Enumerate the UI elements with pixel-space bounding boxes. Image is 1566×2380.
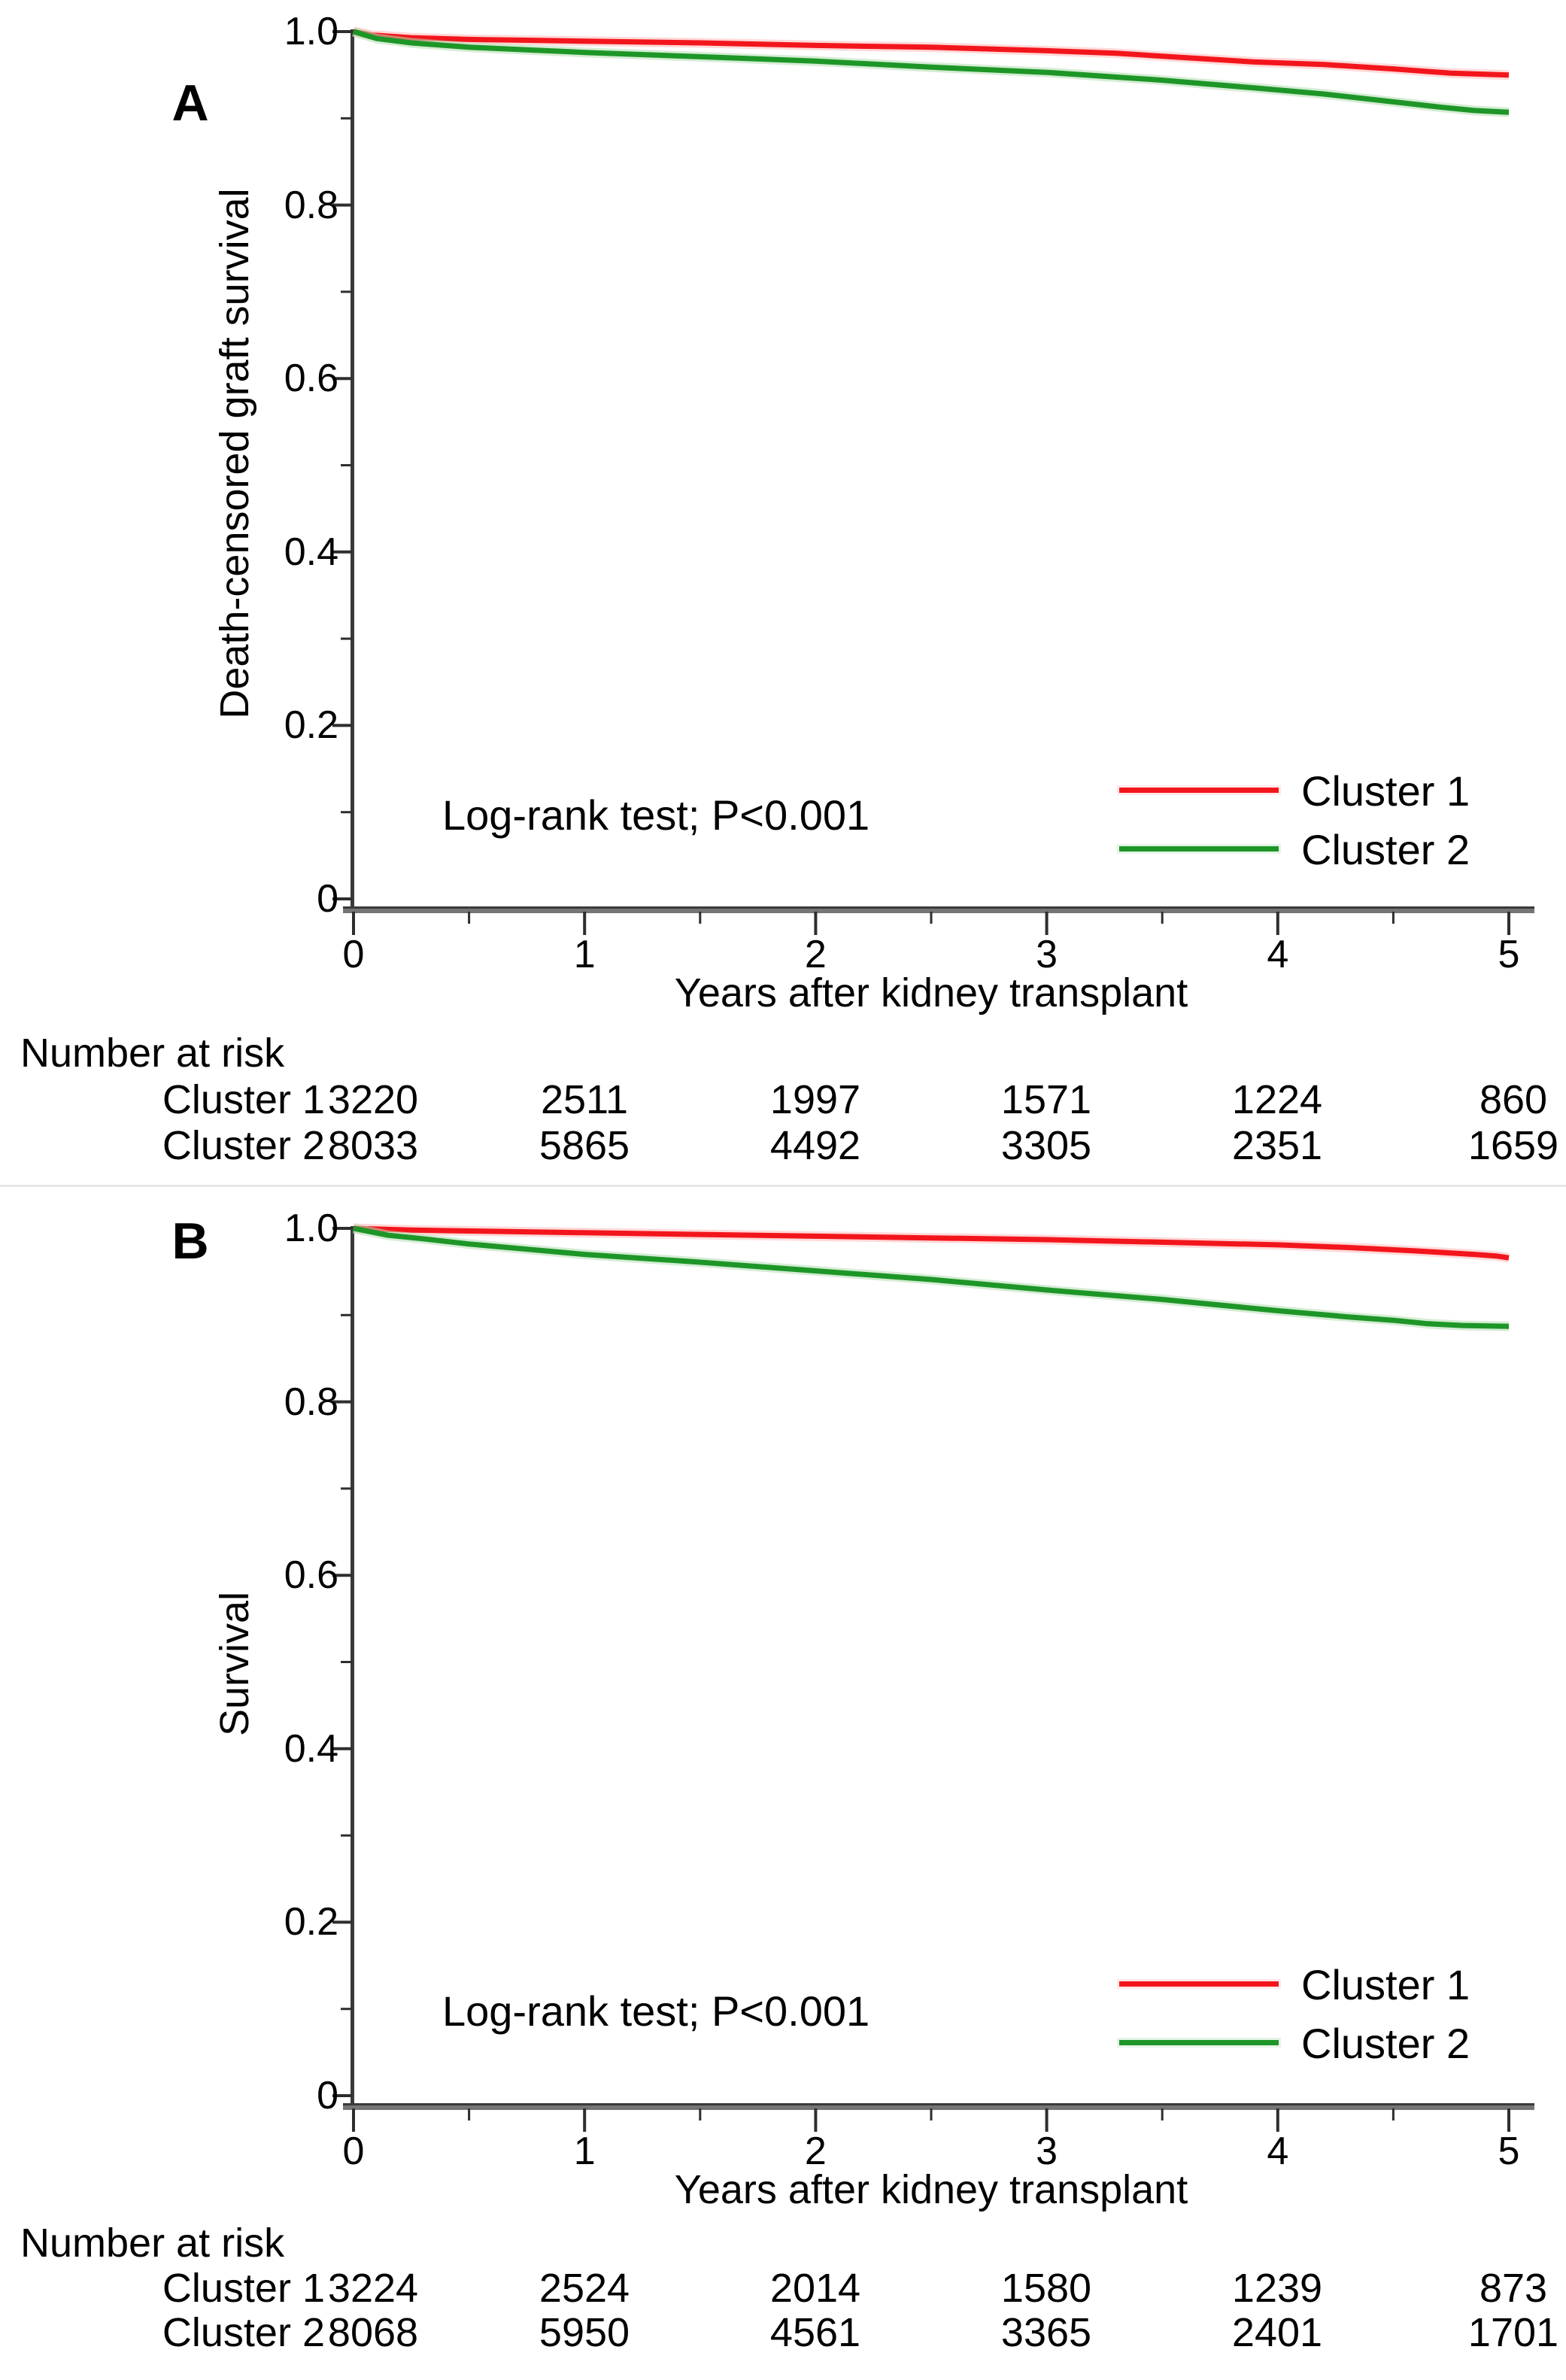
- panel-a-y-axis-title: Death-censored graft survival: [212, 188, 257, 719]
- panel-a-y-tick-label: 0.2: [284, 703, 338, 748]
- panel-b-x-tick-label: 1: [573, 2130, 596, 2173]
- panel-a-risk-count-cluster1: 3220: [327, 1077, 419, 1122]
- panel-b-y-tick-label: 0.2: [284, 1900, 338, 1944]
- panel-a-risk-count-cluster1: 1997: [769, 1077, 861, 1122]
- panel-a-label: A: [171, 74, 209, 132]
- panel-a-risk-count-cluster2: 1659: [1467, 1123, 1559, 1168]
- panel-b-x-tick-label: 0: [342, 2130, 365, 2173]
- panel-a-legend-line-cluster2: [1119, 846, 1279, 852]
- panel-a-y-tick-label: 0.8: [284, 183, 338, 227]
- panel-a-risk-count-cluster1: 2511: [540, 1077, 629, 1122]
- panel-a-risk-count-cluster1: 1224: [1231, 1077, 1323, 1122]
- panel-b-y-axis-line: [351, 1226, 354, 2105]
- panel-a-survival-curve-cluster2: [352, 29, 1510, 115]
- panel-b-risk-count-cluster1: 1580: [1000, 2266, 1092, 2311]
- panel-a-risk-count-cluster1: 860: [1479, 1077, 1548, 1122]
- panel-a-risk-count-cluster2: 5865: [539, 1123, 630, 1168]
- panel-b-x-axis-line: [343, 2103, 1534, 2105]
- panel-a-x-tick-label: 3: [1036, 933, 1058, 976]
- panel-b-risk-count-cluster1: 1239: [1231, 2266, 1323, 2311]
- panel-b-y-tick-label: 0: [317, 2074, 338, 2117]
- panel-a-y-tick-label: 0: [317, 877, 338, 921]
- panel-a-x-tick-label: 2: [804, 933, 827, 976]
- panel-b-legend-label-cluster2: Cluster 2: [1301, 2020, 1470, 2067]
- panel-b-y-tick-label: 0.4: [284, 1726, 338, 1771]
- panel-a-risk-count-cluster1: 1571: [1000, 1077, 1092, 1122]
- panel-a-x-axis-title: Years after kidney transplant: [674, 970, 1188, 1015]
- panel-b-x-tick-label: 4: [1267, 2130, 1289, 2173]
- panel-a-x-tick-label: 5: [1498, 933, 1520, 976]
- panel-b-logrank-annotation: Log-rank test; P<0.001: [442, 1987, 870, 2035]
- panel-a-x-tick-label: 0: [342, 933, 365, 976]
- panel-a-x-tick-label: 4: [1267, 933, 1289, 976]
- panel-b-risk-count-cluster2: 2401: [1231, 2310, 1323, 2355]
- panel-a-logrank-annotation: Log-rank test; P<0.001: [442, 791, 870, 839]
- panel-a-risk-row-label-cluster1: Cluster 1: [162, 1077, 325, 1122]
- panel-b-risk-count-cluster1: 2014: [769, 2266, 861, 2311]
- panel-b-risk-count-cluster1: 873: [1479, 2266, 1548, 2311]
- panel-a-legend-line-cluster1: [1119, 788, 1279, 793]
- panel-a-y-tick-label: 0.6: [284, 357, 338, 401]
- panel-b-risk-table-title: Number at risk: [20, 2221, 285, 2266]
- panel-b-y-axis-title: Survival: [212, 1591, 257, 1737]
- panel-a-risk-count-cluster2: 2351: [1231, 1123, 1323, 1168]
- panel-b-y-tick-label: 1.0: [284, 1207, 338, 1250]
- panel-b-y-tick-label: 0.6: [284, 1553, 338, 1598]
- panel-a-risk-table-title: Number at risk: [20, 1031, 285, 1076]
- panel-a-risk-row-label-cluster2: Cluster 2: [162, 1123, 325, 1168]
- panel-a-x-tick-label: 1: [573, 933, 596, 976]
- panel-a-risk-count-cluster2: 3305: [1000, 1123, 1092, 1168]
- panel-b-x-axis-title: Years after kidney transplant: [674, 2167, 1188, 2212]
- panel-a-y-axis-line: [351, 29, 354, 908]
- panel-b-risk-count-cluster2: 4561: [769, 2310, 861, 2355]
- panel-b-risk-count-cluster1: 3224: [327, 2266, 419, 2311]
- panel-b-label: B: [171, 1213, 209, 1270]
- panel-a-y-tick-label: 0.4: [284, 530, 338, 574]
- panel-b-x-tick-label: 2: [804, 2130, 827, 2173]
- panel-b-legend-line-cluster2: [1119, 2040, 1279, 2045]
- panel-a-survival-curve-cluster1: [353, 29, 1510, 78]
- panel-a-legend-label-cluster2: Cluster 2: [1301, 826, 1470, 873]
- panel-a-x-axis-bar: [343, 909, 1534, 913]
- panel-divider: [0, 1185, 1566, 1187]
- panel-b-risk-count-cluster1: 2524: [539, 2266, 630, 2311]
- panel-b-risk-count-cluster2: 1701: [1467, 2310, 1559, 2355]
- panel-b-risk-count-cluster2: 8068: [327, 2310, 419, 2355]
- panel-a-y-tick-label: 1.0: [284, 10, 338, 53]
- panel-b-legend-label-cluster1: Cluster 1: [1301, 1961, 1470, 2008]
- panel-b-risk-count-cluster2: 3365: [1000, 2310, 1092, 2355]
- panel-b-y-tick-label: 0.8: [284, 1380, 338, 1424]
- panel-a-legend-label-cluster1: Cluster 1: [1301, 767, 1470, 815]
- panel-b-survival-curve-cluster2: [353, 1225, 1510, 1329]
- panel-b-survival-curve-cluster1: [353, 1225, 1510, 1261]
- panel-b-x-tick-label: 5: [1498, 2130, 1520, 2173]
- panel-b-risk-row-label-cluster1: Cluster 1: [162, 2266, 325, 2311]
- panel-b-risk-count-cluster2: 5950: [539, 2310, 630, 2355]
- panel-b-risk-row-label-cluster2: Cluster 2: [162, 2310, 325, 2355]
- panel-a-risk-count-cluster2: 4492: [769, 1123, 861, 1168]
- panel-b-x-axis-bar: [343, 2105, 1534, 2110]
- panel-a-risk-count-cluster2: 8033: [327, 1123, 419, 1168]
- panel-b-legend-line-cluster1: [1119, 1981, 1279, 1987]
- panel-a-x-axis-line: [343, 906, 1534, 909]
- panel-b-x-tick-label: 3: [1036, 2130, 1058, 2173]
